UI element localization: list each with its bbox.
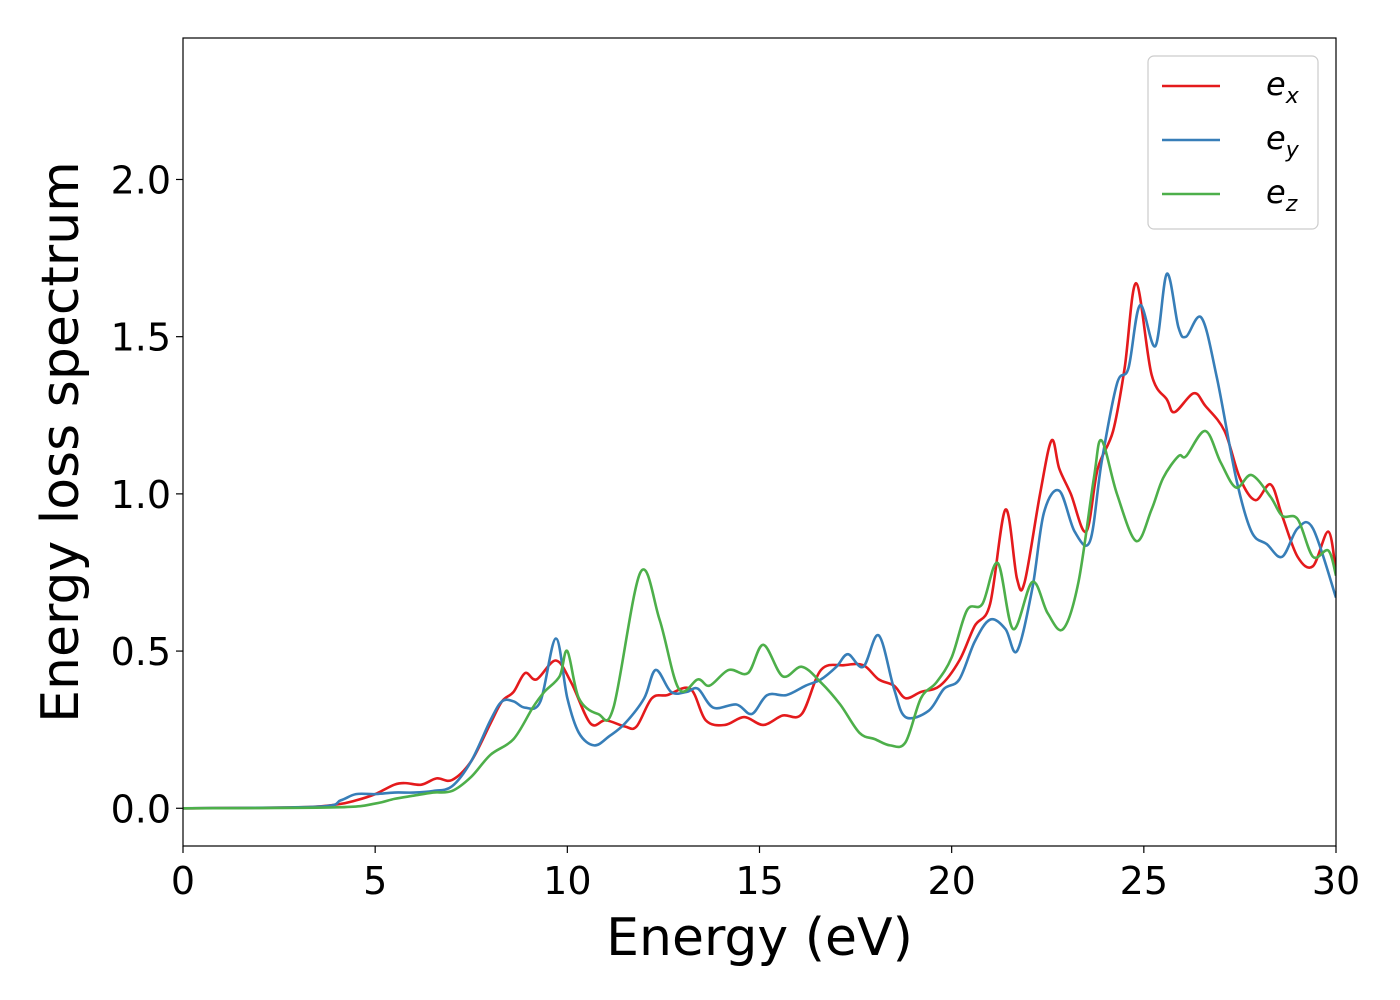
- x-axis-ticks: 0 5 10 15 20 25 30: [171, 846, 1360, 903]
- legend-entry-e-x: ex: [1162, 65, 1300, 109]
- series-line-e-y: [183, 272, 1336, 810]
- x-tick-label: 5: [363, 859, 387, 903]
- y-axis-ticks: 0.0 0.5 1.0 1.5 2.0: [111, 158, 183, 831]
- legend-box: [1147, 55, 1319, 230]
- series-line-e-z: [183, 429, 1336, 810]
- x-axis-label: Energy (eV): [606, 908, 913, 968]
- y-tick-label: 1.5: [111, 316, 171, 360]
- y-axis-label: Energy loss spectrum: [31, 161, 91, 723]
- x-tick-label: 10: [543, 859, 591, 903]
- legend-entry-e-y: ey: [1162, 119, 1300, 163]
- legend-label: ez: [1266, 173, 1298, 217]
- x-tick-label: 20: [927, 859, 975, 903]
- y-tick-label: 1.0: [111, 473, 171, 517]
- legend-entry-e-z: ez: [1162, 173, 1298, 217]
- x-tick-label: 25: [1120, 859, 1168, 903]
- y-tick-label: 2.0: [111, 158, 171, 202]
- series-line-e-x: [183, 281, 1336, 810]
- legend-label: ex: [1266, 65, 1300, 109]
- x-tick-label: 30: [1312, 859, 1360, 903]
- legend-label: ey: [1266, 119, 1300, 163]
- x-tick-label: 15: [735, 859, 783, 903]
- y-tick-label: 0.0: [111, 787, 171, 831]
- x-tick-label: 0: [171, 859, 195, 903]
- series-group: [183, 272, 1336, 810]
- y-tick-label: 0.5: [111, 630, 171, 674]
- legend: ex ey ez: [1147, 55, 1319, 230]
